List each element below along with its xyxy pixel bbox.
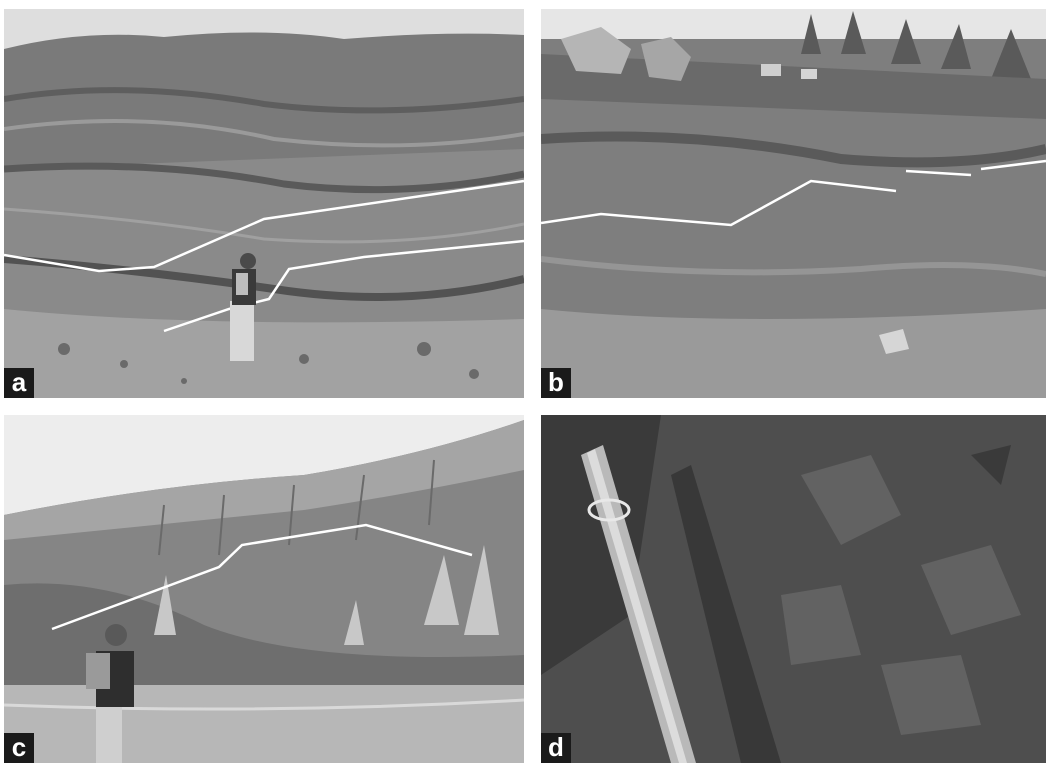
panel-label-b: b xyxy=(541,368,571,398)
boulders xyxy=(561,27,817,81)
photo-panel-b: b xyxy=(541,9,1046,398)
grass-tufts xyxy=(801,11,1031,79)
panel-label-a: a xyxy=(4,368,34,398)
measuring-tube xyxy=(581,445,696,763)
photo-panel-a: a xyxy=(4,9,524,398)
panel-label-c: c xyxy=(4,733,34,763)
photo-panel-d: d xyxy=(541,415,1046,763)
panel-label-d: d xyxy=(541,733,571,763)
person-figure xyxy=(86,624,134,763)
outcrop-photo-c xyxy=(4,415,524,763)
photo-panel-c: c xyxy=(4,415,524,763)
person-figure xyxy=(230,253,256,361)
outcrop-photo-b xyxy=(541,9,1046,398)
outcrop-photo-d xyxy=(541,415,1046,763)
pampas-grasses xyxy=(154,545,499,645)
outcrop-photo-a xyxy=(4,9,524,398)
